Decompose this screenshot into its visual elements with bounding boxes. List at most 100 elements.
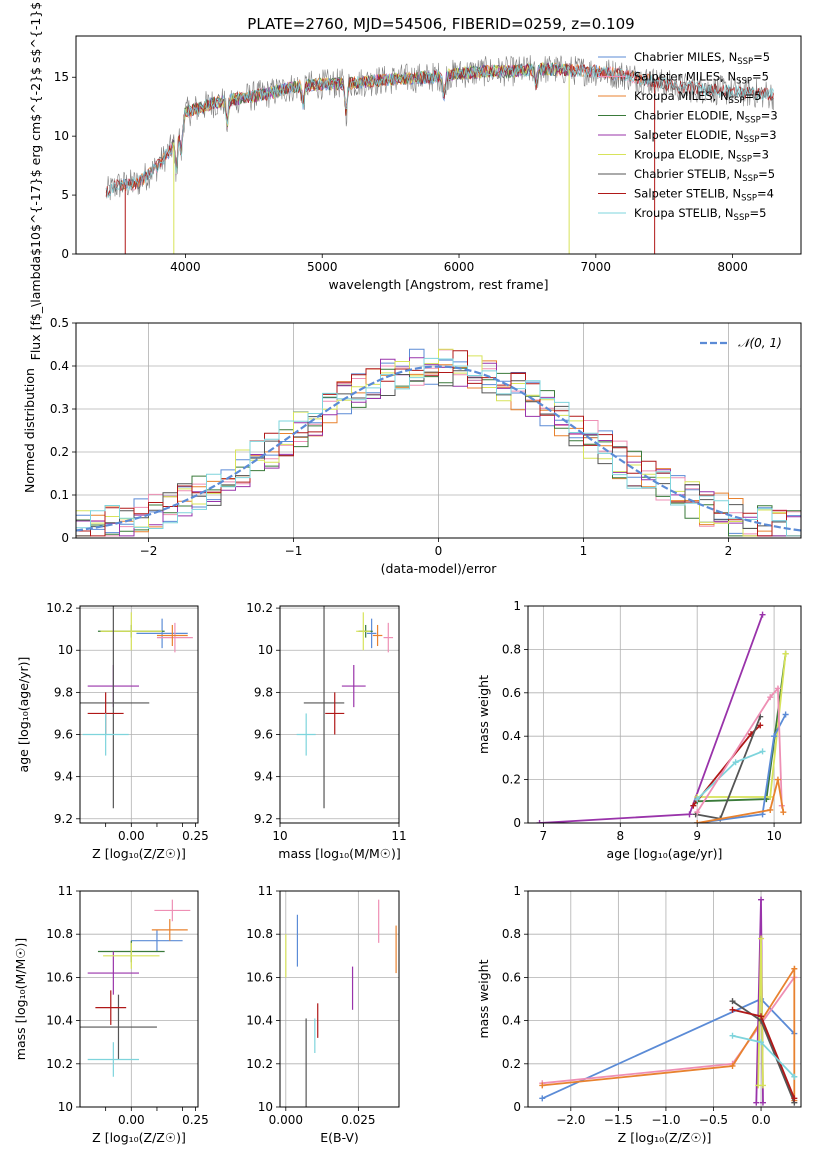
legend-label: Salpeter MILES, NSSP=5	[634, 70, 769, 87]
weight-marker	[791, 1073, 798, 1080]
y-tick-label: 1	[513, 599, 521, 613]
x-tick-label: 7000	[581, 260, 612, 274]
spectrum-model-chabrier_stelib	[105, 62, 774, 196]
x-axis-label: age [log₁₀(age/yr)]	[607, 846, 723, 861]
weight-marker	[791, 965, 798, 972]
axes-frame	[527, 890, 802, 1108]
legend-label: Kroupa MILES, NSSP=5	[634, 89, 761, 106]
y-tick-label: 10.4	[46, 1014, 73, 1028]
x-tick-label: 0.00	[118, 1113, 145, 1127]
legend-label-subscript: SSP	[737, 57, 753, 67]
y-tick-label: 10	[58, 643, 73, 657]
x-tick-label: 0.0	[752, 1113, 771, 1127]
histograms	[76, 348, 801, 537]
x-axis-label: Z [log₁₀(Z/Z☉)]	[618, 1130, 712, 1145]
y-tick-label: 15	[54, 70, 69, 84]
axes-frame	[75, 35, 802, 255]
legend-label-main: Chabrier MILES, N	[634, 50, 737, 64]
panel-mass-vs-metallicity: 0.00 10 10.2 10.4 10.6 10.8 11 Z [log₁₀(Z/Z☉)] m…	[13, 884, 209, 1145]
weight-marker	[758, 935, 765, 942]
y-tick-label: 0.4	[50, 359, 69, 373]
legend-label-suffix: =3	[760, 128, 777, 142]
y-tick-label: 10.8	[46, 927, 73, 941]
weight-marker	[539, 1095, 546, 1102]
x-tick-label: 10	[272, 829, 287, 843]
y-tick-label: 9.6	[54, 728, 73, 742]
legend-label: Salpeter STELIB, NSSP=4	[634, 187, 774, 204]
weight-line-salpeter_miles	[696, 686, 783, 813]
x-tick-label: −1.0	[651, 1113, 680, 1127]
error-bars	[285, 899, 397, 1107]
weight-marker	[759, 811, 766, 818]
y-tick-label: 0.2	[502, 1057, 521, 1071]
legend-label-suffix: =5	[753, 50, 770, 64]
x-tick-label: 4000	[170, 260, 201, 274]
legend-label-subscript: SSP	[729, 96, 745, 106]
weight-marker	[694, 820, 701, 823]
y-tick-label: 10	[258, 1100, 273, 1114]
x-tick-label: 0	[435, 544, 443, 558]
x-tick-label: −1	[285, 544, 303, 558]
y-tick-label: 0.8	[502, 927, 521, 941]
legend-label-suffix: =3	[761, 109, 778, 123]
legend-label-main: Kroupa STELIB, N	[634, 206, 734, 220]
y-axis-label: mass [log₁₀(M/M☉)]	[13, 938, 28, 1060]
weight-marker	[539, 1082, 546, 1089]
y-tick-label: 0	[513, 1100, 521, 1114]
y-tick-label: 0.2	[50, 445, 69, 459]
weight-marker	[758, 896, 765, 903]
legend-label-main: Kroupa ELODIE, N	[634, 148, 736, 162]
y-tick-label: 10.2	[246, 1057, 273, 1071]
y-tick-label: 10	[258, 643, 273, 657]
y-tick-label: 10.2	[46, 1057, 73, 1071]
error-bars	[80, 606, 193, 809]
x-tick-label: 0.00	[118, 829, 145, 843]
x-tick-label: −0.5	[699, 1113, 728, 1127]
weight-marker	[729, 1062, 736, 1069]
legend-label-main: Chabrier ELODIE, N	[634, 109, 745, 123]
panel-age-vs-metallicity: 0.00 9.2 9.4 9.6 9.8 10 10.2 Z [log₁₀(Z/Z☉)] age…	[16, 601, 209, 861]
x-tick-label: 5000	[307, 260, 338, 274]
weight-marker	[782, 711, 789, 718]
y-tick-label: 0.5	[50, 316, 69, 330]
weight-marker	[758, 1013, 765, 1020]
x-tick-label: 8	[616, 829, 624, 843]
legend-label-subscript: SSP	[742, 174, 758, 184]
legend-label-subscript: SSP	[736, 77, 752, 87]
y-tick-label: 1	[513, 884, 521, 898]
y-tick-label: 0.3	[50, 402, 69, 416]
legend-label-suffix: =5	[744, 89, 761, 103]
y-tick-label: 0.1	[50, 488, 69, 502]
y-tick-label: 0	[61, 247, 69, 261]
weight-marker	[771, 733, 778, 740]
axes-frame	[79, 890, 199, 1108]
legend-label: Kroupa ELODIE, NSSP=3	[634, 148, 769, 165]
error-bars	[80, 899, 191, 1077]
x-tick-label: −2	[140, 544, 158, 558]
y-axis-label: Flux [f$_\lambda$10$^{-17}$ erg cm$^{-2}…	[28, 0, 43, 360]
y-tick-label: 10.6	[246, 970, 273, 984]
axes-frame	[75, 322, 802, 539]
weight-lines	[539, 896, 798, 1106]
axes-frame	[79, 605, 199, 824]
x-tick-label: 6000	[444, 260, 475, 274]
y-tick-label: 10	[54, 129, 69, 143]
weight-line-kroupa_miles	[697, 779, 785, 823]
x-axis-label: Z [log₁₀(Z/Z☉)]	[92, 846, 186, 861]
weight-marker	[791, 1095, 798, 1102]
legend-label-suffix: =5	[758, 167, 775, 181]
figure-title: PLATE=2760, MJD=54506, FIBERID=0259, z=0…	[247, 15, 634, 33]
legend-label-suffix: =3	[752, 148, 769, 162]
y-tick-label: 9.4	[54, 770, 73, 784]
y-tick-label: 9.8	[54, 685, 73, 699]
axes-frame	[279, 605, 400, 824]
axes-frame	[527, 605, 802, 824]
legend-label-subscript: SSP	[736, 155, 752, 165]
histogram-kroupa_stelib	[76, 357, 801, 537]
x-axis-label: wavelength [Angstrom, rest frame]	[328, 277, 548, 292]
legend-label-main: Salpeter STELIB, N	[634, 187, 741, 201]
weight-marker	[780, 809, 787, 816]
y-axis-label: Normed distribution	[22, 368, 37, 493]
y-tick-label: 0.2	[502, 773, 521, 787]
legend-label-main: Salpeter MILES, N	[634, 70, 736, 84]
